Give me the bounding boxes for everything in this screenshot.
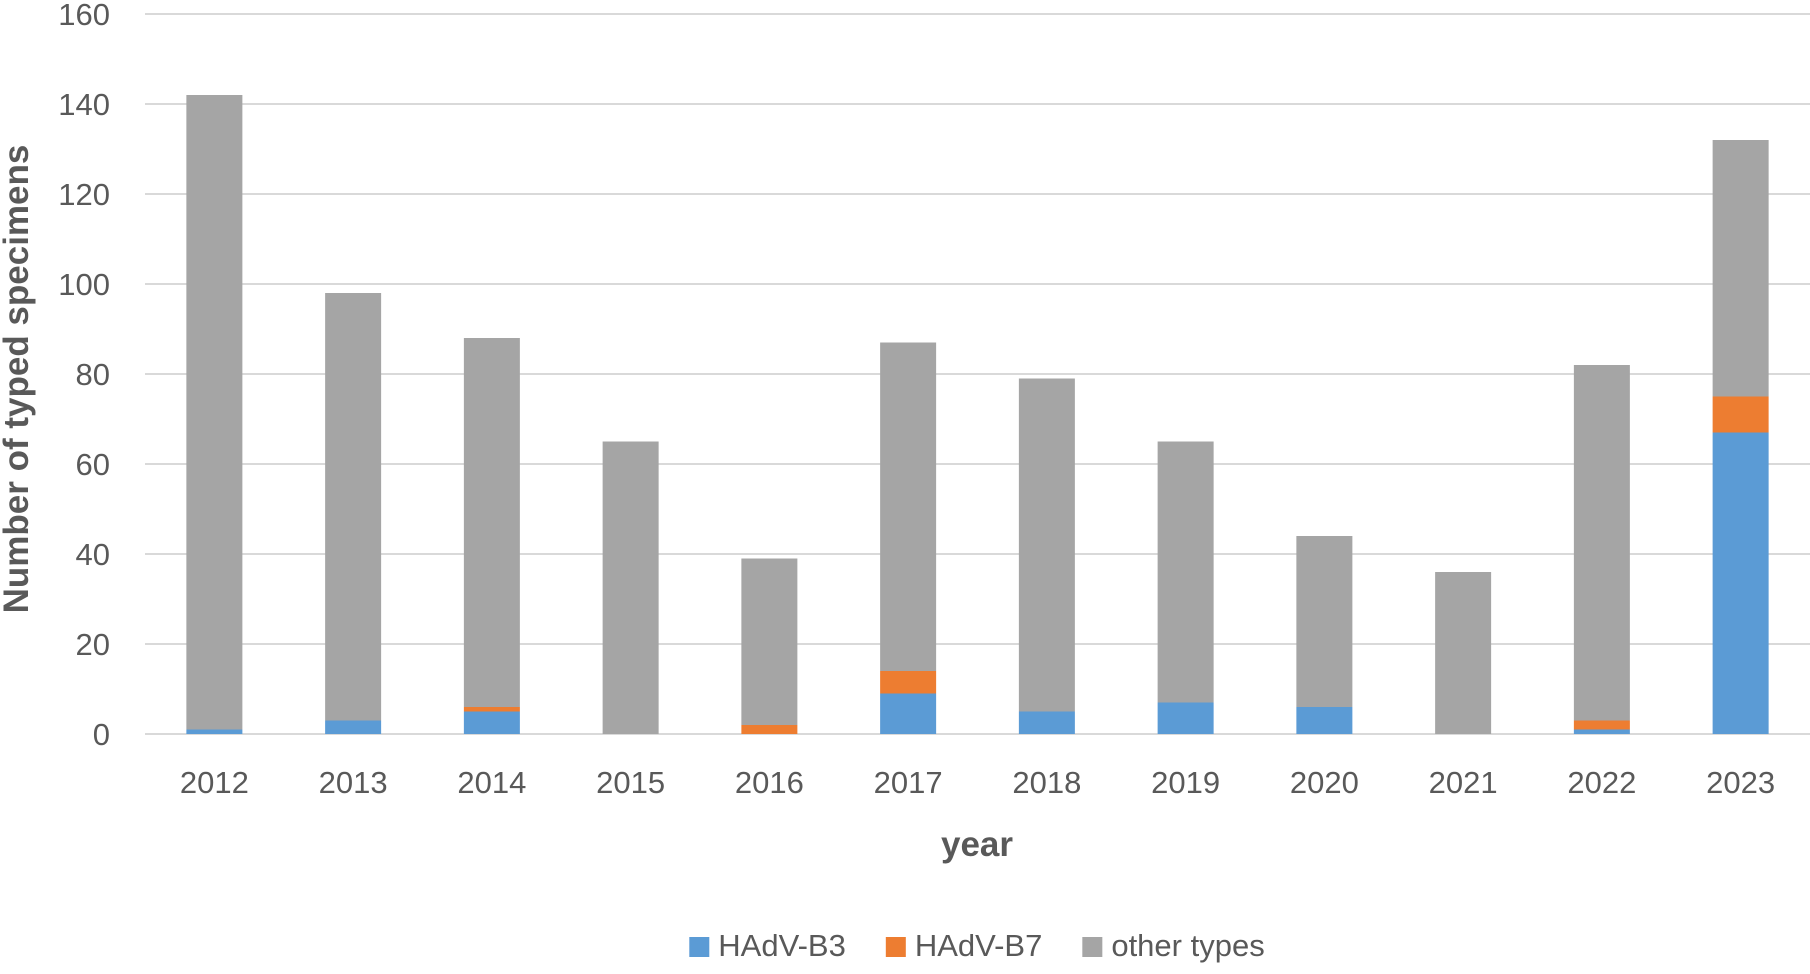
bar-2013-hadv-b3 xyxy=(325,720,382,734)
x-tick-label-2012: 2012 xyxy=(180,765,249,800)
y-tick-label-120: 120 xyxy=(58,177,110,212)
x-tick-label-2013: 2013 xyxy=(319,765,388,800)
legend-swatch-hadv-b3 xyxy=(689,937,710,957)
bar-2023-other-types xyxy=(1712,140,1769,397)
bar-2014-hadv-b3 xyxy=(463,711,520,734)
gridlines xyxy=(145,13,1810,735)
bar-2019-other-types xyxy=(1157,441,1214,703)
bar-2021-other-types xyxy=(1435,572,1492,734)
legend-swatch-hadv-b7 xyxy=(885,937,906,957)
x-tick-label-2018: 2018 xyxy=(1012,765,1081,800)
y-tick-label-20: 20 xyxy=(76,627,110,662)
y-axis-ticks: 0 20 40 60 80 100 120 140 160 xyxy=(58,0,110,752)
y-tick-label-60: 60 xyxy=(76,447,110,482)
bar-2019-hadv-b3 xyxy=(1157,702,1214,734)
bar-2012-hadv-b3 xyxy=(186,729,243,734)
bar-2017-other-types xyxy=(880,342,937,671)
y-tick-label-80: 80 xyxy=(76,357,110,392)
bars xyxy=(186,95,1769,734)
bar-2022-hadv-b3 xyxy=(1573,729,1630,734)
bar-2018-hadv-b3 xyxy=(1018,711,1075,734)
bar-2015-other-types xyxy=(602,441,659,734)
bar-2020-hadv-b3 xyxy=(1296,707,1353,734)
x-tick-label-2022: 2022 xyxy=(1567,765,1636,800)
x-tick-label-2019: 2019 xyxy=(1151,765,1220,800)
bar-2012-other-types xyxy=(186,95,243,730)
x-tick-label-2016: 2016 xyxy=(735,765,804,800)
legend: HAdV-B3 HAdV-B7 other types xyxy=(689,928,1265,963)
bar-2016-hadv-b7 xyxy=(741,725,798,734)
y-tick-label-100: 100 xyxy=(58,267,110,302)
y-axis-title: Number of typed specimens xyxy=(0,145,36,614)
bar-2014-other-types xyxy=(463,338,520,707)
y-tick-label-140: 140 xyxy=(58,87,110,122)
bar-2014-hadv-b7 xyxy=(463,707,520,712)
legend-label-hadv-b7: HAdV-B7 xyxy=(915,928,1043,963)
x-tick-label-2020: 2020 xyxy=(1290,765,1359,800)
y-tick-label-0: 0 xyxy=(93,717,110,752)
bar-2017-hadv-b7 xyxy=(880,671,937,694)
x-tick-label-2014: 2014 xyxy=(457,765,526,800)
bar-2013-other-types xyxy=(325,293,382,721)
bar-2017-hadv-b3 xyxy=(880,693,937,734)
x-tick-label-2017: 2017 xyxy=(874,765,943,800)
bar-2023-hadv-b7 xyxy=(1712,396,1769,433)
legend-label-other-types: other types xyxy=(1111,928,1264,963)
bar-2016-other-types xyxy=(741,558,798,725)
x-tick-label-2015: 2015 xyxy=(596,765,665,800)
x-tick-label-2023: 2023 xyxy=(1706,765,1775,800)
y-tick-label-40: 40 xyxy=(76,537,110,572)
legend-swatch-other-types xyxy=(1082,937,1103,957)
legend-label-hadv-b3: HAdV-B3 xyxy=(718,928,846,963)
bar-2022-other-types xyxy=(1573,365,1630,721)
bar-2018-other-types xyxy=(1018,378,1075,712)
y-tick-label-160: 160 xyxy=(58,0,110,32)
x-axis-ticks: 2012 2013 2014 2015 2016 2017 2018 2019 2020 2021… xyxy=(180,765,1775,800)
x-axis-title: year xyxy=(941,825,1013,864)
bar-2022-hadv-b7 xyxy=(1573,720,1630,730)
bar-2020-other-types xyxy=(1296,536,1353,707)
x-tick-label-2021: 2021 xyxy=(1429,765,1498,800)
bar-2023-hadv-b3 xyxy=(1712,432,1769,734)
